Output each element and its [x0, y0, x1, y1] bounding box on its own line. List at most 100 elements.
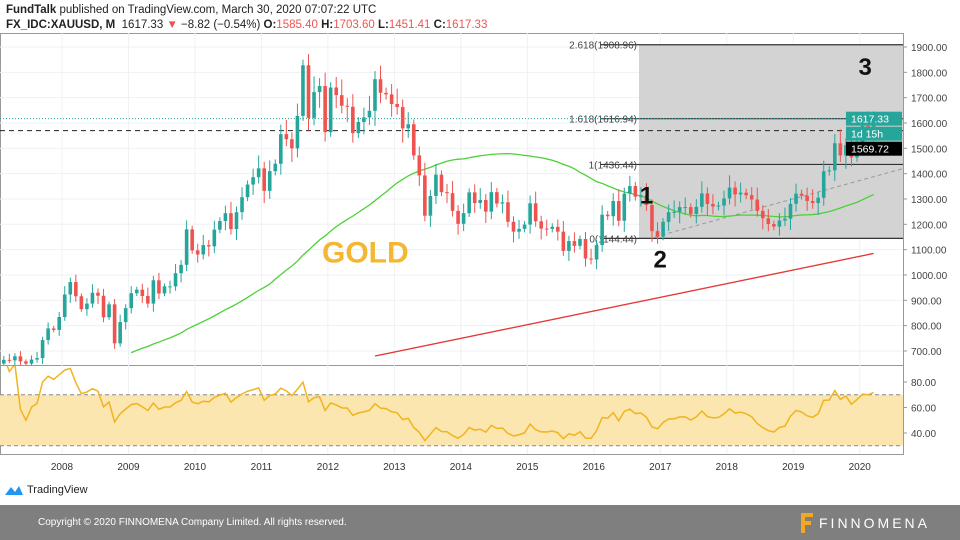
candle-body: [456, 210, 460, 224]
candle-body: [749, 195, 754, 200]
candle-body: [578, 239, 582, 246]
candle-body: [423, 175, 427, 216]
candle-body: [18, 356, 23, 362]
candle-body: [262, 168, 266, 191]
trend-line: [654, 168, 903, 238]
publisher: FundTalk: [6, 4, 57, 16]
candle-body: [35, 358, 39, 360]
year-tick-label: 2020: [849, 462, 872, 473]
candle-body: [722, 198, 726, 206]
candle-body: [317, 86, 322, 93]
candle-body: [417, 155, 422, 176]
price-chart[interactable]: 2008 2009 2010 2011 2012 2013 2014 2015 2016 2017…: [0, 33, 960, 478]
year-tick-label: 2015: [516, 462, 539, 473]
candle-body: [68, 282, 73, 295]
candle-body: [179, 264, 183, 274]
candle-body: [74, 282, 78, 297]
candle-body: [273, 163, 278, 172]
candle-body: [339, 95, 344, 106]
price-tick-label: 1100.00: [911, 246, 947, 257]
tradingview-logo[interactable]: TradingView: [4, 484, 88, 496]
candle-body: [810, 201, 815, 204]
countdown-tag: 1d 15h: [851, 129, 883, 141]
low-label: L:: [378, 19, 389, 31]
candle-body: [567, 241, 571, 251]
rsi-tick-label: 80.00: [911, 378, 936, 389]
candle-body: [716, 205, 721, 207]
candle-body: [544, 228, 549, 230]
price-change: −8.82 (−0.54%): [181, 19, 261, 31]
year-tick-label: 2019: [782, 462, 805, 473]
fib-level-label: 1(1436.44): [589, 160, 637, 171]
price-tick-label: 1800.00: [911, 68, 948, 79]
candle-body: [561, 231, 566, 251]
candle-body: [2, 359, 6, 364]
last-price-tag: 1617.33: [851, 114, 889, 126]
horizontal-line-price-tag: 1569.72: [851, 144, 889, 156]
year-tick-label: 2013: [383, 462, 406, 473]
candle-body: [406, 124, 411, 129]
candle-body: [445, 192, 449, 194]
fib-zone: [639, 44, 903, 239]
price-tick-label: 700.00: [911, 347, 942, 358]
candle-body: [212, 229, 217, 247]
open-value: 1585.40: [276, 19, 318, 31]
candle-body: [639, 195, 643, 197]
candle-body: [79, 296, 84, 310]
rsi-tick-label: 60.00: [911, 404, 936, 415]
candle-body: [733, 187, 737, 195]
candle-body: [251, 177, 255, 185]
candle-body: [605, 214, 610, 217]
candle-body: [556, 226, 560, 232]
candle-body: [51, 328, 56, 330]
candle-body: [788, 203, 793, 219]
candle-body: [644, 195, 649, 206]
candle-body: [256, 168, 261, 178]
candle-body: [351, 106, 355, 134]
fib-level-label: 1.618(1616.94): [569, 115, 637, 126]
candle-body: [805, 195, 809, 202]
candle-body: [7, 359, 12, 361]
candle-body: [134, 289, 139, 294]
candle-body: [611, 201, 616, 217]
candle-body: [661, 221, 665, 237]
tradingview-label: TradingView: [27, 484, 88, 496]
year-tick-label: 2012: [317, 462, 340, 473]
candle-body: [522, 224, 527, 229]
candle-body: [85, 303, 89, 310]
candle-body: [572, 241, 577, 246]
candle-body: [345, 105, 350, 107]
candle-body: [633, 186, 638, 197]
candle-body: [384, 92, 388, 95]
price-tick-label: 1700.00: [911, 94, 948, 105]
candle-body: [517, 228, 521, 232]
tradingview-icon: [5, 486, 23, 495]
candle-body: [40, 340, 45, 359]
candle-body: [478, 199, 483, 204]
candle-body: [528, 203, 532, 225]
year-tick-label: 2014: [450, 462, 473, 473]
price-tick-label: 900.00: [911, 296, 942, 307]
candle-body: [700, 193, 704, 207]
year-tick-label: 2008: [51, 462, 74, 473]
year-tick-label: 2009: [117, 462, 140, 473]
candle-body: [672, 211, 676, 213]
publish-info: published on TradingView.com, March 30, …: [56, 4, 377, 16]
candle-body: [395, 103, 399, 108]
candle-body: [755, 199, 760, 211]
candle-body: [301, 65, 305, 116]
candle-body: [583, 239, 588, 259]
candle-body: [705, 193, 710, 205]
candle-body: [240, 197, 244, 213]
candle-body: [267, 171, 272, 191]
main-pane: 2.618(1908.96) 1.618(1616.94) 1(1436.44) 0(…: [0, 41, 903, 365]
candle-body: [539, 221, 543, 229]
candle-body: [118, 322, 122, 344]
candle-body: [744, 192, 748, 196]
candle-body: [589, 258, 593, 260]
candle-body: [483, 199, 488, 212]
fast-ma-line: [130, 152, 874, 354]
candle-body: [362, 117, 366, 122]
year-tick-label: 2016: [583, 462, 606, 473]
candle-body: [628, 186, 632, 194]
